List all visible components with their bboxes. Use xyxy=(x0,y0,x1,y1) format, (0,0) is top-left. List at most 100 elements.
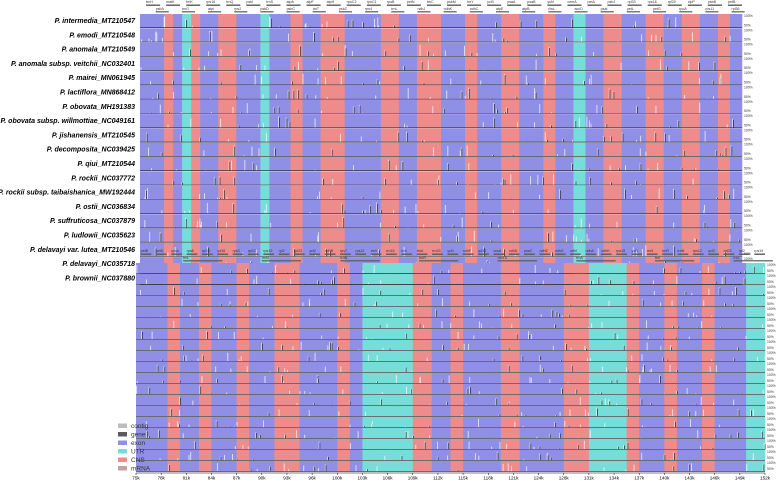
top-gene-arrow xyxy=(587,4,602,6)
top-segment xyxy=(699,28,719,42)
bottom-identity-dip xyxy=(320,282,322,285)
bottom-identity-dip xyxy=(623,445,625,450)
bottom-identity-dip xyxy=(539,364,541,373)
top-identity-dip xyxy=(490,221,492,228)
bottom-segment xyxy=(211,395,237,406)
top-segment xyxy=(477,171,502,185)
bottom-identity-dip xyxy=(666,359,668,362)
bottom-identity-dip xyxy=(246,268,248,274)
bottom-segment xyxy=(563,406,590,417)
top-identity-dip xyxy=(220,49,222,57)
top-identity-dip xyxy=(361,196,363,200)
top-identity-dip xyxy=(218,176,220,185)
bottom-identity-dip xyxy=(700,446,701,450)
bottom-identity-dip xyxy=(695,393,697,395)
bottom-segment xyxy=(563,351,590,362)
bottom-segment xyxy=(450,395,464,406)
top-segment xyxy=(543,14,556,28)
bottom-identity-dip xyxy=(441,298,443,307)
bottom-identity-dip xyxy=(670,459,672,461)
bottom-segment xyxy=(676,285,703,296)
top-identity-dip xyxy=(704,222,706,228)
top-segment xyxy=(236,28,261,42)
bottom-identity-dip xyxy=(376,301,377,307)
top-segment xyxy=(236,228,261,243)
top-identity-dip xyxy=(609,240,611,243)
top-identity-dip xyxy=(580,218,582,228)
bottom-segment xyxy=(676,263,703,274)
bottom-gene-label: rrn5 xyxy=(647,249,653,253)
top-identity-dip xyxy=(491,222,492,228)
bottom-identity-dip xyxy=(259,434,261,439)
top-segment xyxy=(218,85,237,100)
bottom-segment xyxy=(500,384,520,395)
top-segment xyxy=(585,171,604,185)
bottom-identity-dip xyxy=(664,268,665,274)
bottom-segment xyxy=(588,329,627,340)
top-identity-dip xyxy=(342,216,344,228)
top-segment xyxy=(182,14,192,28)
bottom-segment xyxy=(136,351,168,362)
bottom-identity-dip xyxy=(286,272,288,274)
bottom-segment xyxy=(211,362,237,373)
bottom-identity-dip xyxy=(163,380,164,384)
top-segment xyxy=(320,185,345,200)
bottom-identity-dip xyxy=(558,313,560,318)
top-percent-100: 100% xyxy=(744,143,753,147)
top-identity-dip xyxy=(209,32,211,42)
bottom-identity-dip xyxy=(349,443,351,450)
top-segment xyxy=(729,228,743,243)
bottom-segment xyxy=(702,340,715,351)
top-segment xyxy=(260,99,270,114)
bottom-identity-dip xyxy=(558,448,560,450)
bottom-identity-dip xyxy=(539,446,541,450)
bottom-identity-dip xyxy=(168,422,170,428)
bottom-identity-dip xyxy=(182,433,184,439)
bottom-identity-dip xyxy=(278,409,280,417)
top-identity-dip xyxy=(514,254,516,257)
top-segment xyxy=(465,128,478,143)
bottom-identity-dip xyxy=(740,393,742,395)
top-identity-dip xyxy=(494,39,496,42)
top-segment xyxy=(320,42,345,57)
bottom-identity-dip xyxy=(675,421,676,428)
bottom-segment xyxy=(249,318,275,329)
bottom-identity-dip xyxy=(250,469,252,472)
top-identity-dip xyxy=(229,161,231,171)
top-segment xyxy=(200,214,219,228)
top-segment xyxy=(645,85,665,100)
bottom-segment xyxy=(626,406,640,417)
bottom-segment xyxy=(463,329,502,340)
top-segment xyxy=(191,171,201,185)
bottom-identity-dip xyxy=(334,437,336,439)
bottom-percent-50: 50% xyxy=(767,401,774,405)
top-identity-dip xyxy=(696,239,697,243)
top-segment xyxy=(302,71,321,85)
top-segment xyxy=(681,85,701,100)
bottom-identity-dip xyxy=(489,304,490,307)
top-identity-dip xyxy=(733,222,735,228)
bottom-identity-dip xyxy=(507,402,509,406)
top-identity-dip xyxy=(183,67,185,71)
top-segment xyxy=(164,71,174,85)
bottom-identity-dip xyxy=(685,291,687,296)
top-segment xyxy=(603,214,622,228)
top-segment xyxy=(573,228,586,243)
bottom-segment xyxy=(563,340,590,351)
top-identity-dip xyxy=(706,226,708,228)
bottom-gene-arrow xyxy=(183,260,223,262)
bottom-identity-dip xyxy=(337,336,339,340)
top-segment xyxy=(681,157,701,171)
bottom-segment xyxy=(236,285,250,296)
top-identity-dip xyxy=(461,148,463,157)
top-identity-dip xyxy=(618,168,620,171)
bottom-gene-arrow xyxy=(493,253,505,255)
bottom-segment xyxy=(714,296,747,307)
top-segment xyxy=(543,214,556,228)
bottom-segment xyxy=(463,450,502,461)
bottom-segment xyxy=(274,362,300,373)
top-segment xyxy=(380,228,400,243)
top-identity-dip xyxy=(494,118,496,128)
top-gene-arrow xyxy=(607,4,622,6)
top-identity-dip xyxy=(547,209,549,214)
